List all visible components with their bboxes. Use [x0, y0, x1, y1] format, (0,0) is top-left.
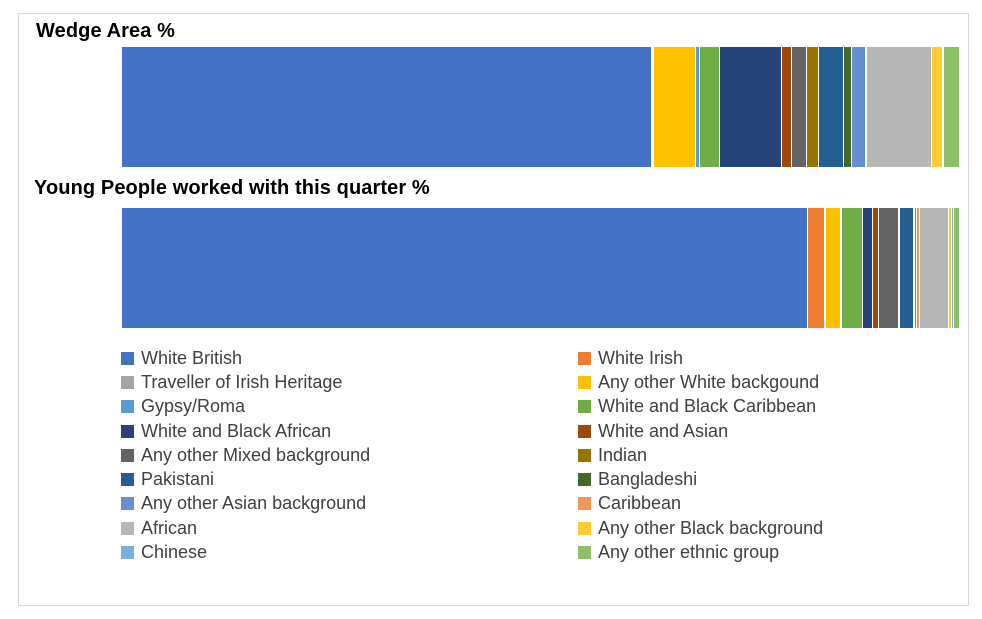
bar-segment-any-other-white-backgound — [825, 208, 841, 328]
bar-segment-white-and-black-african — [862, 208, 874, 328]
legend-swatch — [578, 400, 591, 414]
legend-item-caribbean: Caribbean — [578, 492, 921, 516]
legend-swatch — [121, 424, 134, 438]
bar-segment-any-other-mixed-background — [879, 208, 900, 328]
legend-item-african: African — [121, 516, 578, 540]
bar-segment-gypsy-roma — [840, 208, 843, 328]
bar-segment-white-and-black-caribbean — [699, 47, 720, 167]
bar-segment-african — [867, 47, 932, 167]
bar-segment-indian — [807, 47, 820, 167]
legend-label: Any other Black background — [598, 517, 824, 538]
bar-segment-any-other-ethnic-group — [943, 47, 959, 167]
bar-segment-indian — [899, 208, 901, 328]
legend-swatch — [121, 351, 134, 365]
bar-segment-pakistani — [900, 208, 914, 328]
legend-label: White and Black Caribbean — [598, 396, 817, 417]
legend-item-indian: Indian — [578, 443, 921, 467]
stacked-bar-young-people — [122, 208, 960, 328]
legend-item-bangladeshi: Bangladeshi — [578, 467, 921, 491]
bar-segment-any-other-asian-background — [914, 208, 918, 328]
bar-segment-traveller-of-irish-heritage — [824, 208, 826, 328]
bar-segment-bangladeshi — [843, 47, 852, 167]
bar-segment-white-and-asian — [873, 208, 880, 328]
chart-title-wedge-area: Wedge Area % — [36, 20, 176, 42]
legend-label: Chinese — [141, 542, 208, 563]
bar-segment-white-and-black-african — [719, 47, 783, 167]
bar-segment-caribbean — [917, 208, 920, 328]
legend-item-traveller-of-irish-heritage: Traveller of Irish Heritage — [121, 370, 578, 394]
bar-segment-white-irish — [651, 47, 653, 167]
legend-swatch — [578, 351, 591, 365]
bar-segment-any-other-black-background — [931, 47, 943, 167]
legend-item-any-other-white-backgound: Any other White backgound — [578, 370, 921, 394]
legend-label: Any other Mixed background — [141, 444, 371, 465]
legend-label: African — [141, 517, 198, 538]
legend-item-white-and-black-african: White and Black African — [121, 419, 578, 443]
legend-label: Gypsy/Roma — [141, 396, 246, 417]
bar-segment-gypsy-roma — [695, 47, 700, 167]
legend-item-white-and-black-caribbean: White and Black Caribbean — [578, 395, 921, 419]
legend-swatch — [578, 497, 591, 511]
legend-item-white-irish: White Irish — [578, 346, 921, 370]
legend-swatch — [121, 400, 134, 414]
legend-swatch — [578, 448, 591, 462]
legend-label: Any other White backgound — [598, 371, 820, 392]
bar-segment-any-other-mixed-background — [792, 47, 808, 167]
legend-swatch — [578, 473, 591, 487]
bar-segment-caribbean — [866, 47, 868, 167]
legend-swatch — [121, 448, 134, 462]
legend-label: White Irish — [598, 347, 684, 368]
legend-item-any-other-mixed-background: Any other Mixed background — [121, 443, 578, 467]
chart-legend: White British White Irish Traveller of Iri… — [121, 346, 921, 565]
legend-swatch — [121, 546, 134, 560]
legend-item-gypsy-roma: Gypsy/Roma — [121, 395, 578, 419]
legend-item-any-other-asian-background: Any other Asian background — [121, 492, 578, 516]
legend-label: Pakistani — [141, 469, 215, 490]
legend-label: Indian — [598, 444, 648, 465]
bar-segment-white-and-black-caribbean — [842, 208, 863, 328]
legend-label: Traveller of Irish Heritage — [141, 371, 343, 392]
bar-segment-any-other-asian-background — [851, 47, 867, 167]
chart-title-young-people: Young People worked with this quarter % — [34, 177, 430, 199]
legend-label: White and Asian — [598, 420, 729, 441]
legend-item-any-other-black-background: Any other Black background — [578, 516, 921, 540]
legend-item-any-other-ethnic-group: Any other ethnic group — [578, 540, 921, 564]
bar-segment-traveller-of-irish-heritage — [652, 47, 654, 167]
bar-segment-any-other-white-backgound — [653, 47, 696, 167]
bar-segment-white-british — [122, 47, 652, 167]
bar-segment-african — [919, 208, 949, 328]
legend-label: Bangladeshi — [598, 469, 698, 490]
legend-item-white-and-asian: White and Asian — [578, 419, 921, 443]
legend-label: Any other Asian background — [141, 493, 367, 514]
legend-label: White and Black African — [141, 420, 332, 441]
bar-segment-chinese — [952, 208, 954, 328]
legend-swatch — [121, 497, 134, 511]
legend-swatch — [578, 375, 591, 389]
legend-swatch — [121, 375, 134, 389]
bar-segment-pakistani — [819, 47, 844, 167]
bar-segment-chinese — [942, 47, 944, 167]
legend-item-chinese: Chinese — [121, 540, 578, 564]
legend-swatch — [578, 424, 591, 438]
bar-segment-any-other-ethnic-group — [954, 208, 960, 328]
legend-item-pakistani: Pakistani — [121, 467, 578, 491]
bar-segment-bangladeshi — [913, 208, 915, 328]
bar-segment-white-british — [122, 208, 809, 328]
legend-label: White British — [141, 347, 243, 368]
bar-segment-white-irish — [808, 208, 825, 328]
legend-swatch — [578, 521, 591, 535]
stacked-bar-wedge-area — [122, 47, 959, 167]
legend-swatch — [121, 473, 134, 487]
legend-swatch — [121, 521, 134, 535]
legend-swatch — [578, 546, 591, 560]
bar-segment-any-other-black-background — [948, 208, 953, 328]
bar-segment-white-and-asian — [782, 47, 793, 167]
legend-item-white-british: White British — [121, 346, 578, 370]
legend-label: Any other ethnic group — [598, 542, 780, 563]
legend-label: Caribbean — [598, 493, 682, 514]
